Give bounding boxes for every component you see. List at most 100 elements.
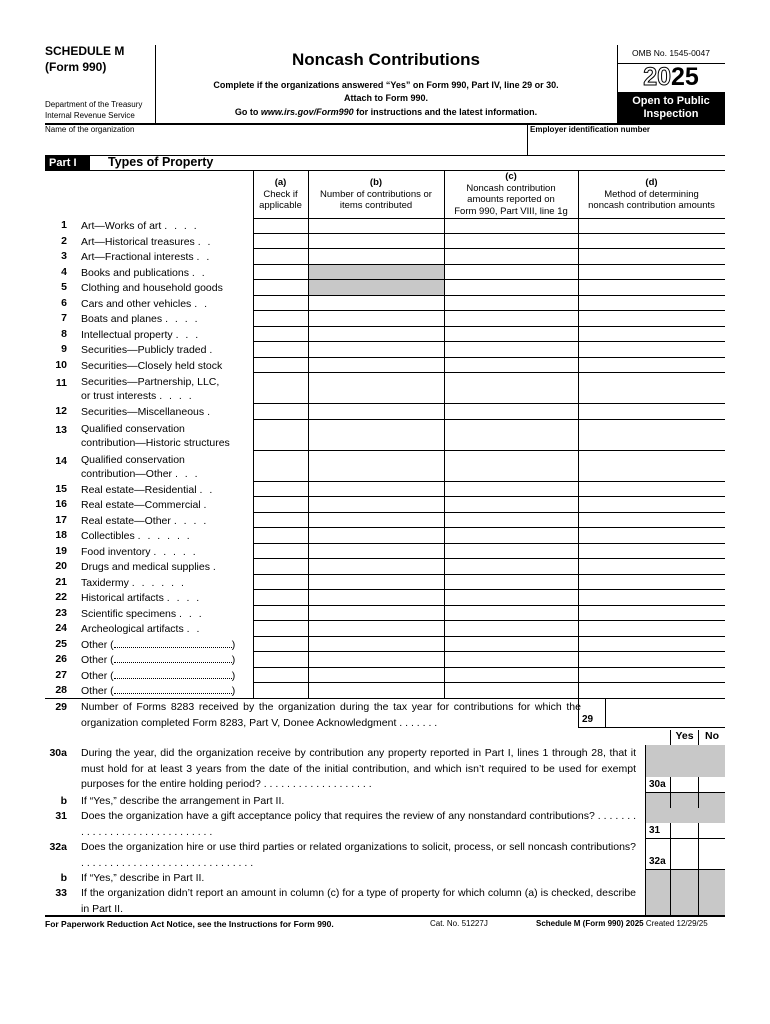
method-cell[interactable] [578,605,725,621]
check-applicable-cell[interactable] [253,419,308,451]
check-applicable-cell[interactable] [253,683,308,699]
check-applicable-cell[interactable] [253,559,308,575]
check-applicable-cell[interactable] [253,218,308,234]
method-cell[interactable] [578,512,725,528]
check-applicable-cell[interactable] [253,621,308,637]
method-cell[interactable] [578,249,725,265]
check-applicable-cell[interactable] [253,404,308,420]
org-name-field[interactable] [50,136,520,153]
ein-field[interactable] [532,136,722,153]
yes-cell[interactable] [670,823,698,839]
check-applicable-cell[interactable] [253,636,308,652]
method-cell[interactable] [578,559,725,575]
number-of-contributions-cell[interactable] [308,590,444,606]
method-cell[interactable] [578,497,725,513]
number-of-contributions-cell[interactable] [308,218,444,234]
noncash-amount-cell[interactable] [444,543,578,559]
noncash-amount-cell[interactable] [444,450,578,482]
no-cell[interactable] [698,777,725,793]
check-applicable-cell[interactable] [253,590,308,606]
number-of-contributions-cell[interactable] [308,683,444,699]
noncash-amount-cell[interactable] [444,683,578,699]
method-cell[interactable] [578,528,725,544]
method-cell[interactable] [578,574,725,590]
number-of-contributions-cell[interactable] [308,373,444,404]
noncash-amount-cell[interactable] [444,528,578,544]
yes-cell[interactable] [670,777,698,793]
check-applicable-cell[interactable] [253,326,308,342]
method-cell[interactable] [578,218,725,234]
other-description-field[interactable] [113,669,232,679]
check-applicable-cell[interactable] [253,373,308,404]
method-cell[interactable] [578,667,725,683]
noncash-amount-cell[interactable] [444,667,578,683]
method-cell[interactable] [578,404,725,420]
check-applicable-cell[interactable] [253,295,308,311]
other-description-field[interactable] [113,684,232,694]
noncash-amount-cell[interactable] [444,481,578,497]
check-applicable-cell[interactable] [253,264,308,280]
noncash-amount-cell[interactable] [444,419,578,451]
method-cell[interactable] [578,326,725,342]
method-cell[interactable] [578,590,725,606]
no-cell[interactable] [698,839,725,870]
method-cell[interactable] [578,481,725,497]
noncash-amount-cell[interactable] [444,233,578,249]
number-of-contributions-cell[interactable] [308,559,444,575]
no-cell[interactable] [698,823,725,839]
yes-cell[interactable] [670,839,698,870]
noncash-amount-cell[interactable] [444,652,578,668]
noncash-amount-cell[interactable] [444,574,578,590]
method-cell[interactable] [578,311,725,327]
number-of-contributions-cell[interactable] [308,357,444,373]
method-cell[interactable] [578,450,725,482]
number-of-contributions-cell[interactable] [308,450,444,482]
method-cell[interactable] [578,543,725,559]
other-description-field[interactable] [113,653,232,663]
check-applicable-cell[interactable] [253,605,308,621]
line-29-input[interactable] [605,698,725,728]
check-applicable-cell[interactable] [253,497,308,513]
noncash-amount-cell[interactable] [444,621,578,637]
noncash-amount-cell[interactable] [444,590,578,606]
number-of-contributions-cell[interactable] [308,497,444,513]
noncash-amount-cell[interactable] [444,636,578,652]
noncash-amount-cell[interactable] [444,311,578,327]
method-cell[interactable] [578,295,725,311]
irs-link[interactable]: www.irs.gov/Form990 [260,107,354,117]
method-cell[interactable] [578,636,725,652]
number-of-contributions-cell[interactable] [308,667,444,683]
method-cell[interactable] [578,652,725,668]
check-applicable-cell[interactable] [253,481,308,497]
check-applicable-cell[interactable] [253,249,308,265]
noncash-amount-cell[interactable] [444,559,578,575]
noncash-amount-cell[interactable] [444,280,578,296]
check-applicable-cell[interactable] [253,543,308,559]
number-of-contributions-cell[interactable] [308,512,444,528]
noncash-amount-cell[interactable] [444,249,578,265]
method-cell[interactable] [578,683,725,699]
method-cell[interactable] [578,419,725,451]
number-of-contributions-cell[interactable] [308,295,444,311]
check-applicable-cell[interactable] [253,652,308,668]
number-of-contributions-cell[interactable] [308,419,444,451]
noncash-amount-cell[interactable] [444,218,578,234]
number-of-contributions-cell[interactable] [308,543,444,559]
number-of-contributions-cell[interactable] [308,233,444,249]
check-applicable-cell[interactable] [253,280,308,296]
noncash-amount-cell[interactable] [444,264,578,280]
method-cell[interactable] [578,357,725,373]
noncash-amount-cell[interactable] [444,326,578,342]
check-applicable-cell[interactable] [253,342,308,358]
noncash-amount-cell[interactable] [444,342,578,358]
number-of-contributions-cell[interactable] [308,311,444,327]
number-of-contributions-cell[interactable] [308,249,444,265]
number-of-contributions-cell[interactable] [308,326,444,342]
noncash-amount-cell[interactable] [444,357,578,373]
check-applicable-cell[interactable] [253,528,308,544]
number-of-contributions-cell[interactable] [308,652,444,668]
noncash-amount-cell[interactable] [444,295,578,311]
method-cell[interactable] [578,342,725,358]
check-applicable-cell[interactable] [253,512,308,528]
number-of-contributions-cell[interactable] [308,528,444,544]
